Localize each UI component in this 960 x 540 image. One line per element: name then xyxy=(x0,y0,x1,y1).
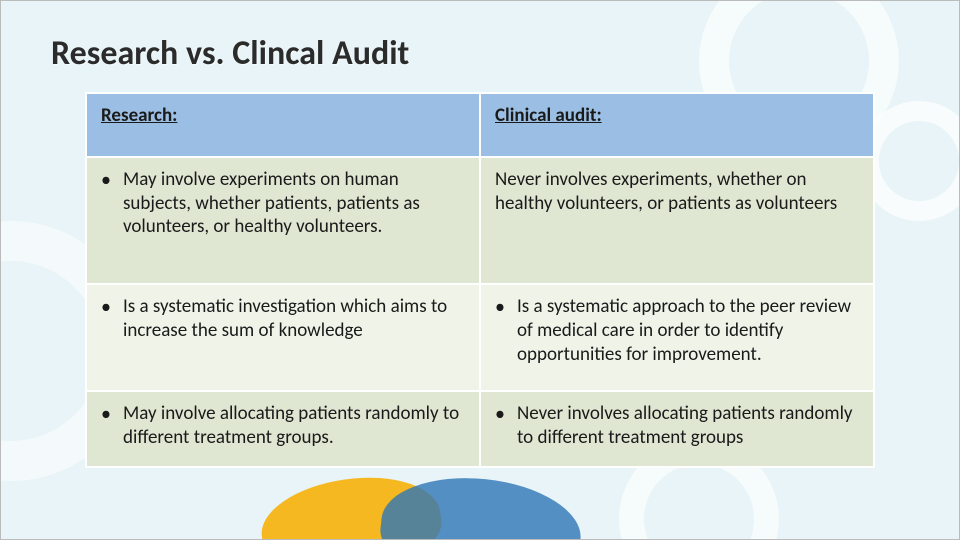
cell-text: May involve experiments on human subject… xyxy=(123,168,465,239)
table-row: Is a systematic investigation which aims… xyxy=(86,284,874,391)
table-cell-audit: Is a systematic approach to the peer rev… xyxy=(480,284,874,391)
comparison-table: Research: Clinical audit: May involve ex… xyxy=(85,92,875,468)
table-row: May involve experiments on human subject… xyxy=(86,157,874,284)
cell-text: Is a systematic investigation which aims… xyxy=(123,295,465,343)
blob-decoration-blue xyxy=(376,469,585,539)
table-cell-research: Is a systematic investigation which aims… xyxy=(86,284,480,391)
table-cell-research: May involve experiments on human subject… xyxy=(86,157,480,284)
table-row: May involve allocating patients randomly… xyxy=(86,391,874,467)
table-cell-research: May involve allocating patients randomly… xyxy=(86,391,480,467)
table-cell-audit: Never involves allocating patients rando… xyxy=(480,391,874,467)
table-header-row: Research: Clinical audit: xyxy=(86,93,874,157)
cell-text: May involve allocating patients randomly… xyxy=(123,402,465,450)
cell-text: Never involves allocating patients rando… xyxy=(517,402,859,450)
cell-text: Never involves experiments, whether on h… xyxy=(495,168,837,215)
slide-title: Research vs. Clincal Audit xyxy=(1,1,959,92)
cell-text: Is a systematic approach to the peer rev… xyxy=(517,295,859,366)
column-header-research: Research: xyxy=(86,93,480,157)
table-cell-audit: Never involves experiments, whether on h… xyxy=(480,157,874,284)
column-header-clinical-audit: Clinical audit: xyxy=(480,93,874,157)
slide: Research vs. Clincal Audit Research: Cli… xyxy=(0,0,960,540)
